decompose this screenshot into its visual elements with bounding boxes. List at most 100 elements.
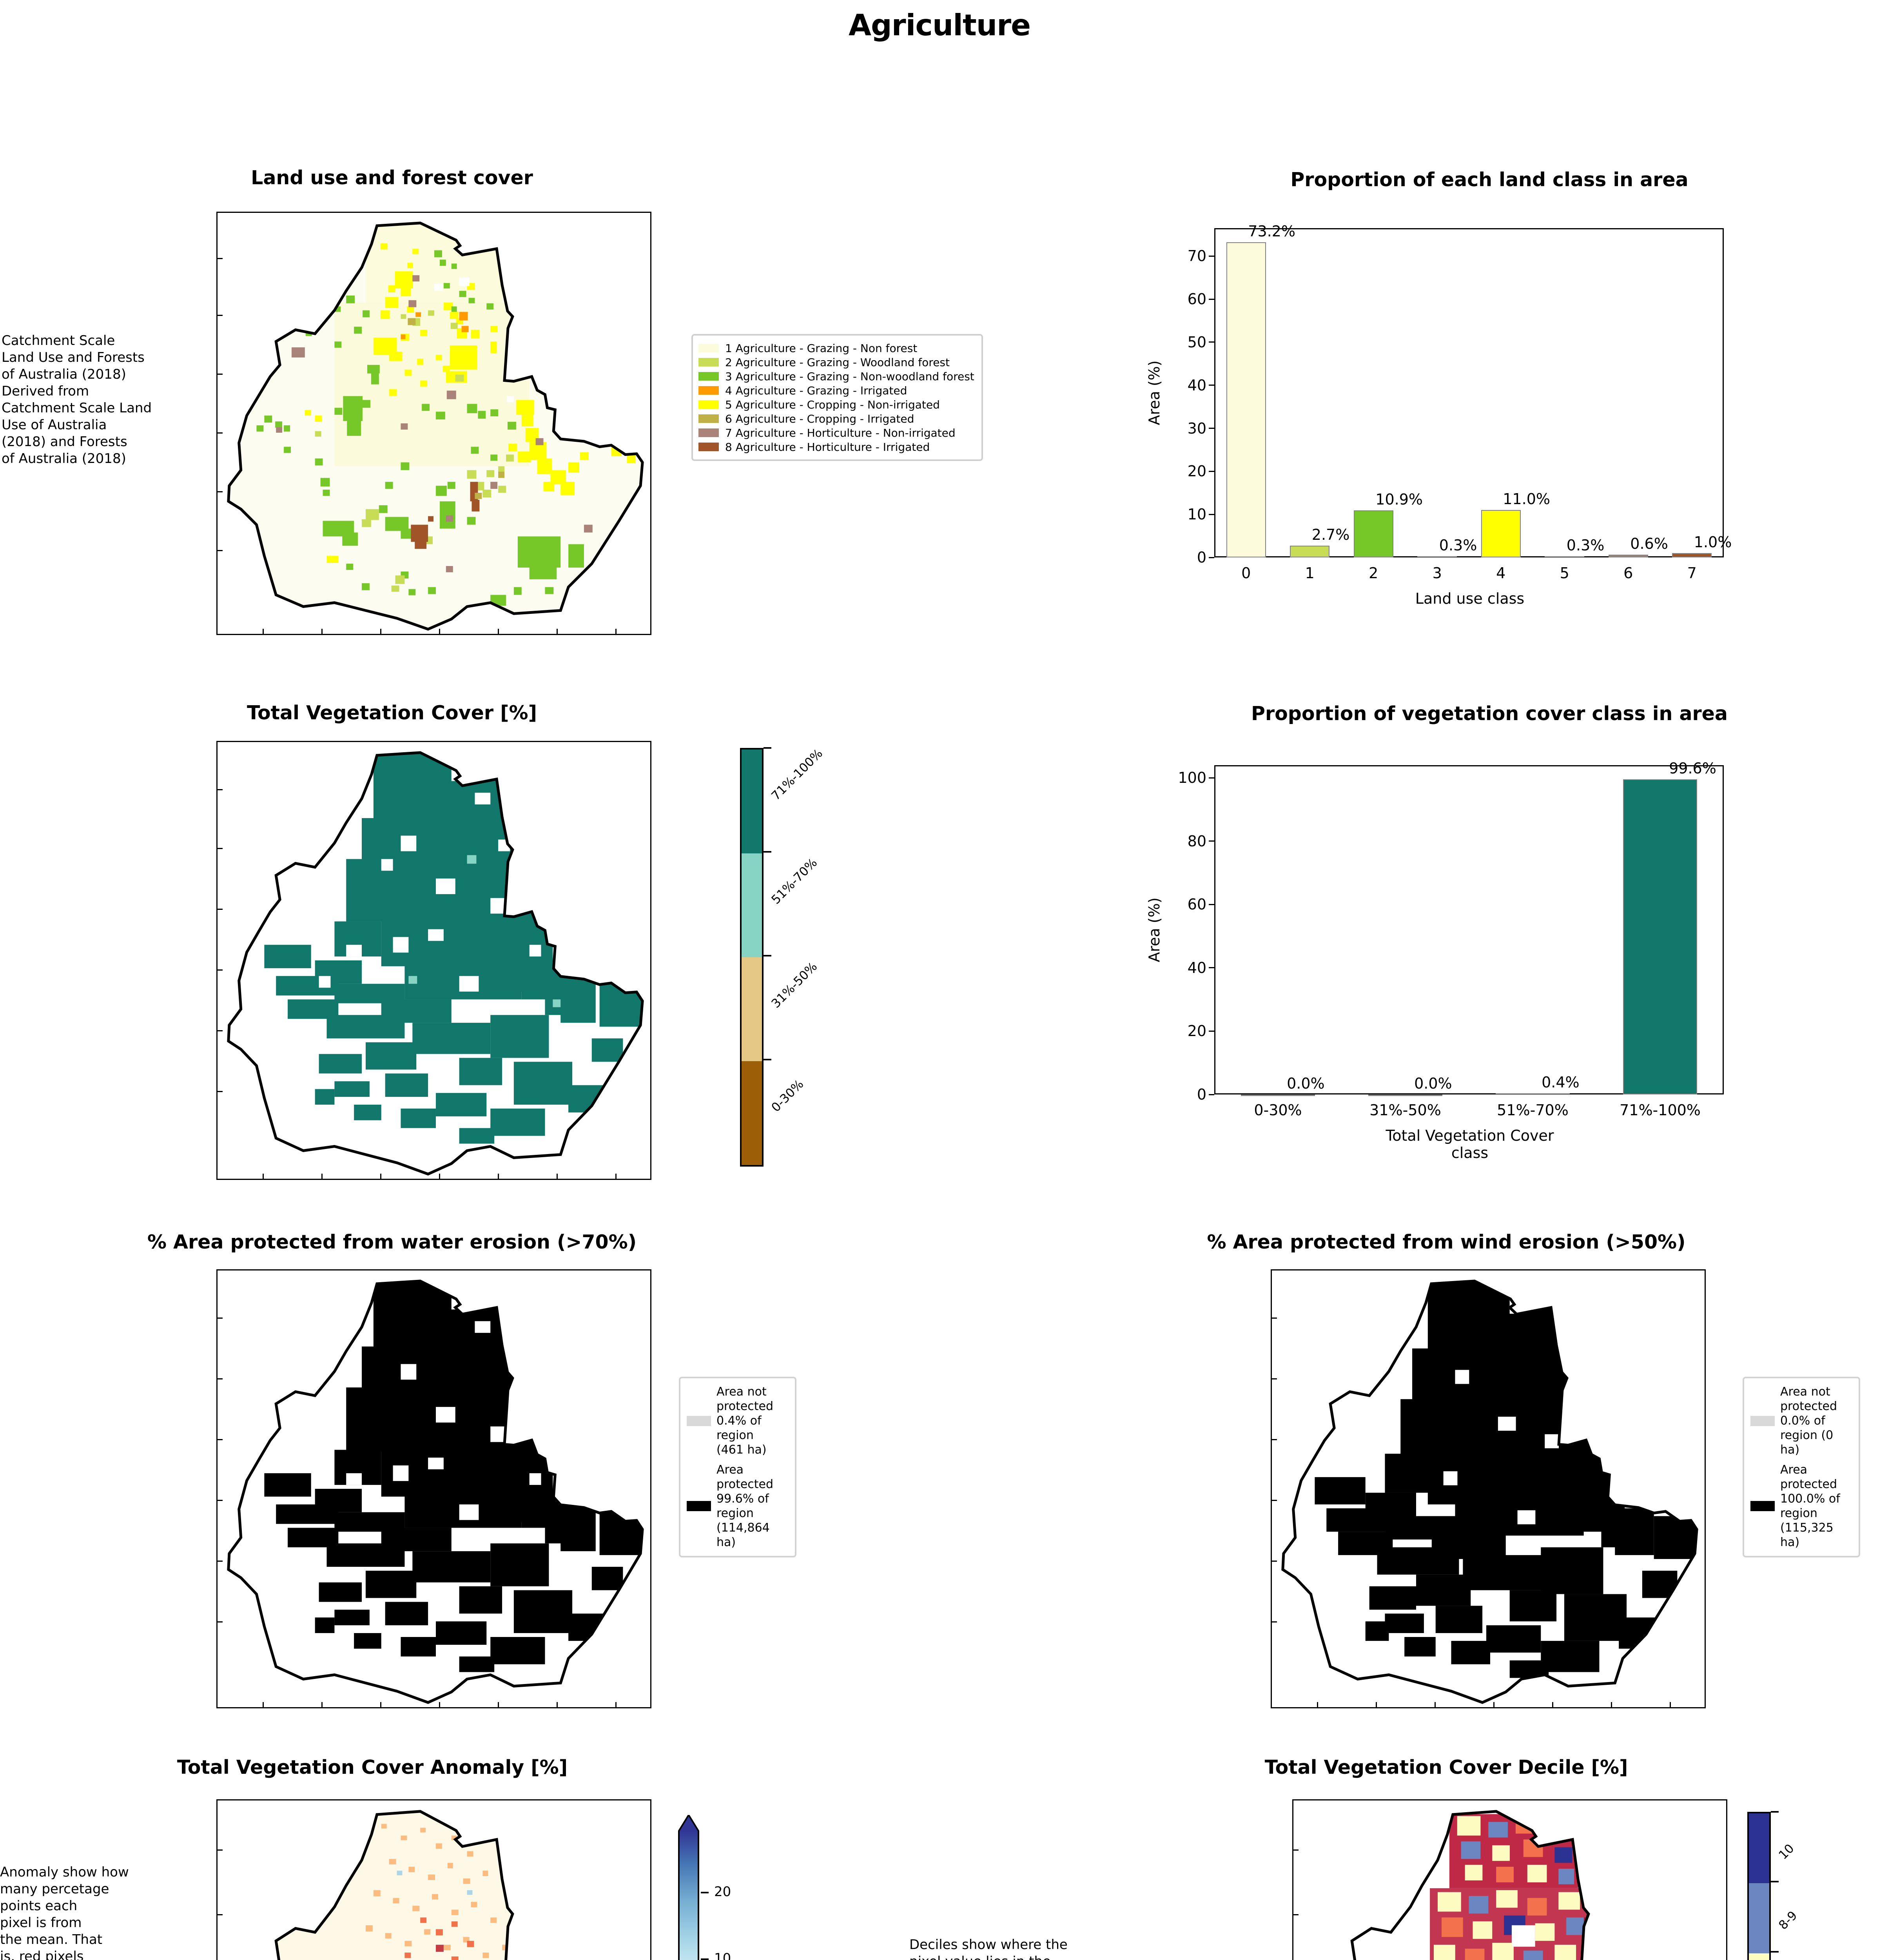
- axis-tick: [439, 1174, 440, 1179]
- chart1-title: Proportion of each land class in area: [1290, 169, 1689, 191]
- wind-erosion-map[interactable]: [1271, 1269, 1706, 1708]
- legend-item[interactable]: 7 Agriculture - Horticulture - Non-irrig…: [698, 426, 974, 440]
- y-tick-label: 50: [1187, 333, 1206, 351]
- bar[interactable]: [1290, 546, 1330, 557]
- decile-map[interactable]: [1292, 1799, 1727, 1960]
- anomaly-map[interactable]: [216, 1799, 651, 1960]
- y-tick-mark: [1209, 840, 1214, 842]
- legend-swatch: [687, 1501, 711, 1511]
- legend-swatch: [698, 443, 719, 451]
- axis-tick: [439, 1702, 440, 1707]
- colorbar-segment: [742, 853, 762, 957]
- bar[interactable]: [1353, 510, 1393, 557]
- veg-cover-map-title: Total Vegetation Cover [%]: [247, 702, 537, 724]
- axis-tick: [615, 1702, 617, 1707]
- legend-swatch: [698, 400, 719, 409]
- legend-item[interactable]: Area protected 99.6% of region (114,864 …: [687, 1463, 789, 1550]
- bar[interactable]: [1672, 553, 1712, 557]
- axis-tick: [218, 1849, 223, 1851]
- axis-tick: [218, 432, 223, 434]
- axis-tick: [615, 1174, 617, 1179]
- axis-tick: [1552, 1702, 1553, 1707]
- legend-item[interactable]: 1 Agriculture - Grazing - Non forest: [698, 341, 974, 355]
- axis-tick: [1272, 1621, 1277, 1622]
- bar[interactable]: [1368, 1094, 1442, 1096]
- y-tick-label: 60: [1187, 896, 1206, 913]
- colorbar-tick-label: 8-9: [1776, 1908, 1800, 1933]
- land-use-legend: 1 Agriculture - Grazing - Non forest 2 A…: [691, 334, 983, 461]
- y-tick-mark: [1209, 904, 1214, 905]
- x-tick-label: 6: [1623, 564, 1633, 582]
- decile-map-title: Total Vegetation Cover Decile [%]: [1264, 1756, 1628, 1779]
- colorbar-tick: [701, 1958, 709, 1960]
- colorbar-tick-label: 20: [714, 1884, 731, 1900]
- land-use-source-note: Catchment Scale Land Use and Forests of …: [2, 333, 152, 466]
- veg-cover-map[interactable]: [216, 741, 651, 1180]
- axis-tick: [218, 1318, 223, 1319]
- axis-tick: [321, 629, 323, 634]
- legend-label: Area not protected 0.4% of region (461 h…: [716, 1385, 774, 1457]
- legend-item[interactable]: 5 Agriculture - Cropping - Non-irrigated: [698, 397, 974, 412]
- legend-item[interactable]: Area not protected 0.0% of region (0 ha): [1750, 1385, 1852, 1457]
- y-tick-mark: [1209, 514, 1214, 515]
- colorbar-segment: [742, 957, 762, 1061]
- colorbar-segment: [742, 750, 762, 853]
- y-tick-mark: [1209, 470, 1214, 472]
- bar[interactable]: [1623, 779, 1697, 1094]
- axis-tick: [321, 1702, 323, 1707]
- legend-swatch: [698, 358, 719, 367]
- x-tick-label: 1: [1305, 564, 1315, 582]
- y-tick-mark: [1209, 298, 1214, 300]
- bar[interactable]: [1545, 556, 1585, 558]
- axis-tick: [218, 491, 223, 492]
- legend-item[interactable]: 2 Agriculture - Grazing - Woodland fores…: [698, 355, 974, 369]
- bar[interactable]: [1481, 510, 1521, 557]
- x-tick-label: 51%-70%: [1497, 1102, 1569, 1119]
- legend-swatch: [687, 1416, 711, 1426]
- bar-value-label: 0.0%: [1287, 1075, 1325, 1092]
- legend-item[interactable]: 8 Agriculture - Horticulture - Irrigated: [698, 440, 974, 454]
- legend-swatch: [698, 428, 719, 437]
- bar[interactable]: [1496, 1093, 1570, 1095]
- legend-item[interactable]: Area protected 100.0% of region (115,325…: [1750, 1463, 1852, 1550]
- colorbar-tick: [1771, 1881, 1779, 1883]
- axis-tick: [263, 629, 264, 634]
- legend-item[interactable]: 3 Agriculture - Grazing - Non-woodland f…: [698, 369, 974, 383]
- axis-tick: [1493, 1702, 1494, 1707]
- axis-tick: [1435, 1702, 1436, 1707]
- legend-label: 8 Agriculture - Horticulture - Irrigated: [725, 440, 930, 454]
- y-tick-mark: [1209, 1094, 1214, 1095]
- legend-swatch: [698, 344, 719, 352]
- legend-swatch: [698, 386, 719, 395]
- bar-value-label: 1.0%: [1694, 534, 1732, 551]
- water-erosion-map[interactable]: [216, 1269, 651, 1708]
- axis-tick: [380, 1702, 381, 1707]
- y-tick-label: 70: [1187, 247, 1206, 265]
- y-tick-label: 100: [1178, 769, 1206, 787]
- decile-map-raster: [1304, 1810, 1719, 1960]
- axis-tick: [218, 1500, 223, 1501]
- bar[interactable]: [1608, 555, 1648, 557]
- decile-colorbar[interactable]: [1747, 1812, 1771, 1960]
- bar[interactable]: [1241, 1094, 1315, 1096]
- bar-value-label: 10.9%: [1375, 491, 1423, 508]
- axis-tick: [218, 374, 223, 375]
- axis-tick: [1670, 1702, 1671, 1707]
- legend-item[interactable]: 6 Agriculture - Cropping - Irrigated: [698, 412, 974, 426]
- bar[interactable]: [1417, 556, 1457, 558]
- axis-tick: [218, 909, 223, 910]
- bar[interactable]: [1226, 242, 1266, 557]
- legend-item[interactable]: Area not protected 0.4% of region (461 h…: [687, 1385, 789, 1457]
- bar-value-label: 2.7%: [1311, 526, 1350, 544]
- land-use-map[interactable]: [216, 212, 651, 635]
- y-tick-label: 0: [1197, 1086, 1206, 1103]
- colorbar-extend-up-icon: [678, 1815, 699, 1832]
- anomaly-colorbar[interactable]: 20 10 0 −10 −20: [678, 1815, 731, 1960]
- legend-item[interactable]: 4 Agriculture - Grazing - Irrigated: [698, 383, 974, 397]
- axis-tick: [218, 258, 223, 259]
- axis-tick: [1317, 1702, 1318, 1707]
- land-use-map-raster: [227, 221, 644, 631]
- axis-tick: [1272, 1318, 1277, 1319]
- legend-swatch: [698, 414, 719, 423]
- veg-cover-colorbar[interactable]: [740, 748, 764, 1167]
